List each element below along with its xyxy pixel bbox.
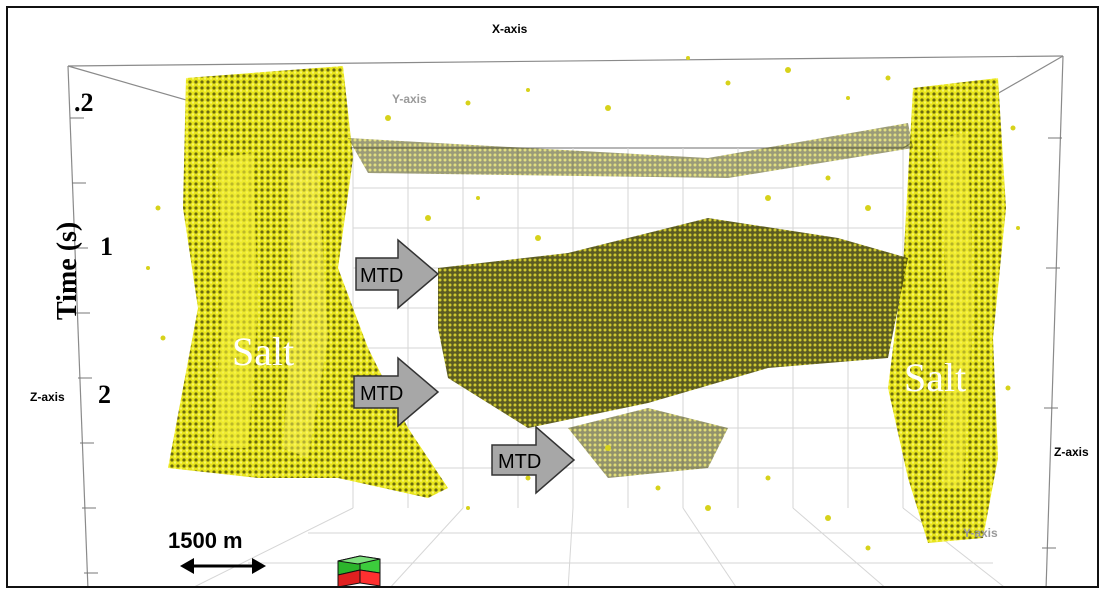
mtd-arrow-3: MTD <box>491 425 576 495</box>
z-axis-label-right: Z-axis <box>1054 445 1089 459</box>
x-axis-label: X-axis <box>492 22 528 36</box>
mtd-bodies <box>348 123 913 478</box>
salt-label-left: Salt <box>232 329 295 374</box>
z-axis-label-left: Z-axis <box>30 390 65 404</box>
mtd-label-2: MTD <box>360 383 403 405</box>
y-axis-label-top: Y-axis <box>392 92 427 106</box>
salt-body-right <box>888 78 1006 543</box>
seismic-volume-view[interactable]: MTD MTD MTD X-axis Y-axis Y-axis Z-axis … <box>6 6 1099 588</box>
double-arrow-icon <box>180 558 266 574</box>
mtd-arrow-1: MTD <box>355 238 440 310</box>
mtd-arrow-2: MTD <box>353 356 440 428</box>
time-tick-1: 1 <box>100 232 113 261</box>
y-axis-label-bottom: Y-axis <box>963 526 998 540</box>
time-tick-0.2: .2 <box>74 88 94 117</box>
mtd-label-1: MTD <box>360 265 403 287</box>
time-axis-label: Time (s) <box>52 221 83 320</box>
salt-label-right: Salt <box>904 355 967 400</box>
axis-ticks <box>70 117 1062 574</box>
mtd-label-3: MTD <box>498 451 541 473</box>
3d-scene[interactable]: MTD MTD MTD <box>8 8 1099 588</box>
scattered-reflections <box>146 56 1020 551</box>
orientation-cube-icon[interactable] <box>337 555 381 587</box>
scale-bar-label: 1500 m <box>168 528 243 553</box>
time-tick-2: 2 <box>98 380 111 409</box>
